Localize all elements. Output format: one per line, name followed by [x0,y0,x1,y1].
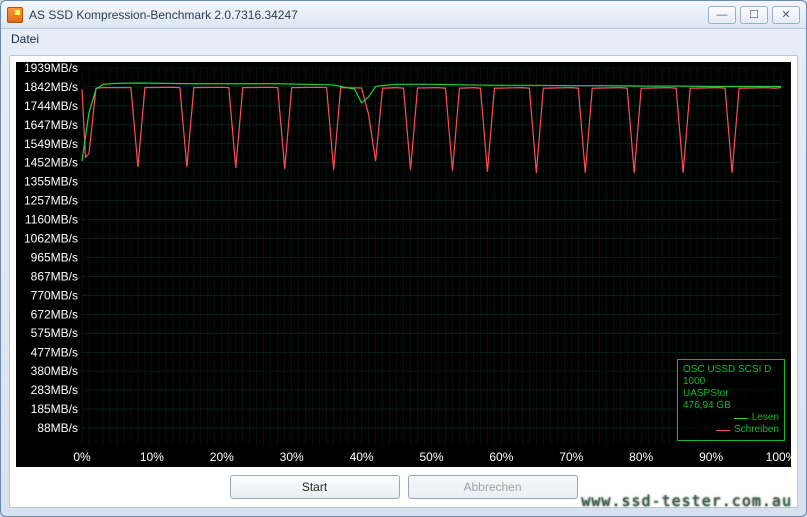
svg-text:1062MB/s: 1062MB/s [24,232,78,246]
menubar: Datei [1,29,806,51]
legend-box: OSC USSD SCSI D 1000 UASPStor 476,94 GB … [677,359,785,441]
svg-text:100%: 100% [766,450,791,464]
svg-text:1452MB/s: 1452MB/s [24,156,78,170]
legend-model: 1000 [683,376,779,388]
svg-text:1160MB/s: 1160MB/s [25,212,78,226]
legend-write-swatch [716,430,730,431]
menu-datei[interactable]: Datei [11,32,39,46]
close-button[interactable]: ✕ [772,6,800,24]
svg-text:10%: 10% [140,450,164,464]
start-button[interactable]: Start [230,475,400,499]
app-window: AS SSD Kompression-Benchmark 2.0.7316.34… [0,0,807,517]
svg-text:283MB/s: 283MB/s [31,383,78,397]
svg-text:1744MB/s: 1744MB/s [24,99,78,113]
abort-button[interactable]: Abbrechen [408,475,578,499]
app-icon [7,7,23,23]
svg-text:477MB/s: 477MB/s [31,345,78,359]
legend-device: OSC USSD SCSI D [683,364,779,376]
svg-text:575MB/s: 575MB/s [31,326,78,340]
legend-write-label: Schreiben [734,424,779,436]
svg-text:185MB/s: 185MB/s [31,402,78,416]
legend-read-swatch [734,418,748,419]
svg-text:70%: 70% [559,450,583,464]
svg-text:0%: 0% [73,450,91,464]
svg-text:770MB/s: 770MB/s [31,288,78,302]
svg-text:1939MB/s: 1939MB/s [24,62,78,75]
svg-text:867MB/s: 867MB/s [31,269,78,283]
watermark-text: www.ssd-tester.com.au [581,492,792,510]
svg-text:1842MB/s: 1842MB/s [24,80,78,94]
svg-text:1257MB/s: 1257MB/s [24,194,78,208]
svg-text:50%: 50% [419,450,443,464]
svg-text:40%: 40% [350,450,374,464]
svg-text:1355MB/s: 1355MB/s [24,175,78,189]
svg-text:20%: 20% [210,450,234,464]
maximize-button[interactable]: ☐ [740,6,768,24]
window-title: AS SSD Kompression-Benchmark 2.0.7316.34… [29,8,708,22]
svg-text:90%: 90% [699,450,723,464]
legend-read-label: Lesen [752,412,779,424]
svg-text:672MB/s: 672MB/s [31,307,78,321]
legend-capacity: 476,94 GB [683,400,779,412]
svg-text:80%: 80% [629,450,653,464]
svg-text:60%: 60% [489,450,513,464]
legend-driver: UASPStor [683,388,779,400]
svg-text:30%: 30% [280,450,304,464]
svg-text:380MB/s: 380MB/s [31,364,78,378]
window-controls: — ☐ ✕ [708,6,800,24]
titlebar: AS SSD Kompression-Benchmark 2.0.7316.34… [1,1,806,29]
legend-read: Lesen [683,412,779,424]
svg-text:88MB/s: 88MB/s [37,421,78,435]
svg-text:1647MB/s: 1647MB/s [24,118,78,132]
svg-text:1549MB/s: 1549MB/s [24,137,78,151]
content-panel: 88MB/s 185MB/s 283MB/s 380MB/s 477MB/s 575MB/… [9,55,798,508]
benchmark-chart: 88MB/s 185MB/s 283MB/s 380MB/s 477MB/s 575MB/… [16,62,791,467]
legend-write: Schreiben [683,424,779,436]
minimize-button[interactable]: — [708,6,736,24]
svg-text:965MB/s: 965MB/s [31,250,78,264]
